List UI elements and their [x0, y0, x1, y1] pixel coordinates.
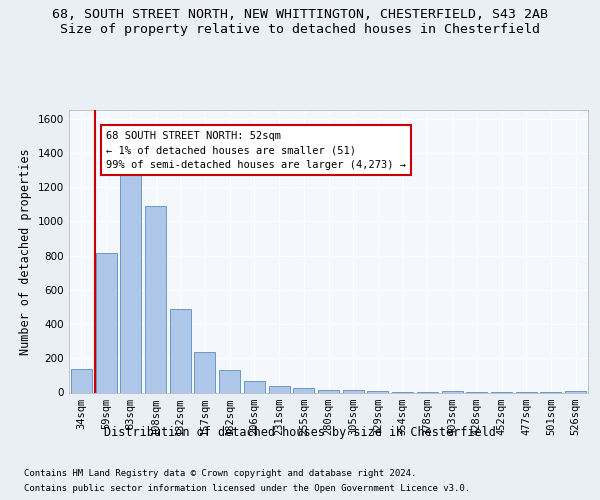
Text: Distribution of detached houses by size in Chesterfield: Distribution of detached houses by size …: [104, 426, 496, 439]
Text: Contains HM Land Registry data © Crown copyright and database right 2024.: Contains HM Land Registry data © Crown c…: [24, 469, 416, 478]
Bar: [194, 352, 215, 393]
Bar: [269, 386, 290, 392]
Text: Contains public sector information licensed under the Open Government Licence v3: Contains public sector information licen…: [24, 484, 470, 493]
Bar: [170, 308, 191, 392]
Bar: [293, 388, 314, 392]
Bar: [442, 391, 463, 392]
Bar: [219, 370, 240, 392]
Bar: [244, 380, 265, 392]
Text: 68, SOUTH STREET NORTH, NEW WHITTINGTON, CHESTERFIELD, S43 2AB: 68, SOUTH STREET NORTH, NEW WHITTINGTON,…: [52, 8, 548, 20]
Bar: [318, 390, 339, 392]
Bar: [343, 390, 364, 392]
Bar: [367, 391, 388, 392]
Y-axis label: Number of detached properties: Number of detached properties: [19, 148, 32, 354]
Bar: [565, 391, 586, 392]
Text: Size of property relative to detached houses in Chesterfield: Size of property relative to detached ho…: [60, 24, 540, 36]
Text: 68 SOUTH STREET NORTH: 52sqm
← 1% of detached houses are smaller (51)
99% of sem: 68 SOUTH STREET NORTH: 52sqm ← 1% of det…: [106, 130, 406, 170]
Bar: [95, 253, 116, 392]
Bar: [120, 172, 141, 392]
Bar: [145, 206, 166, 392]
Bar: [71, 370, 92, 392]
